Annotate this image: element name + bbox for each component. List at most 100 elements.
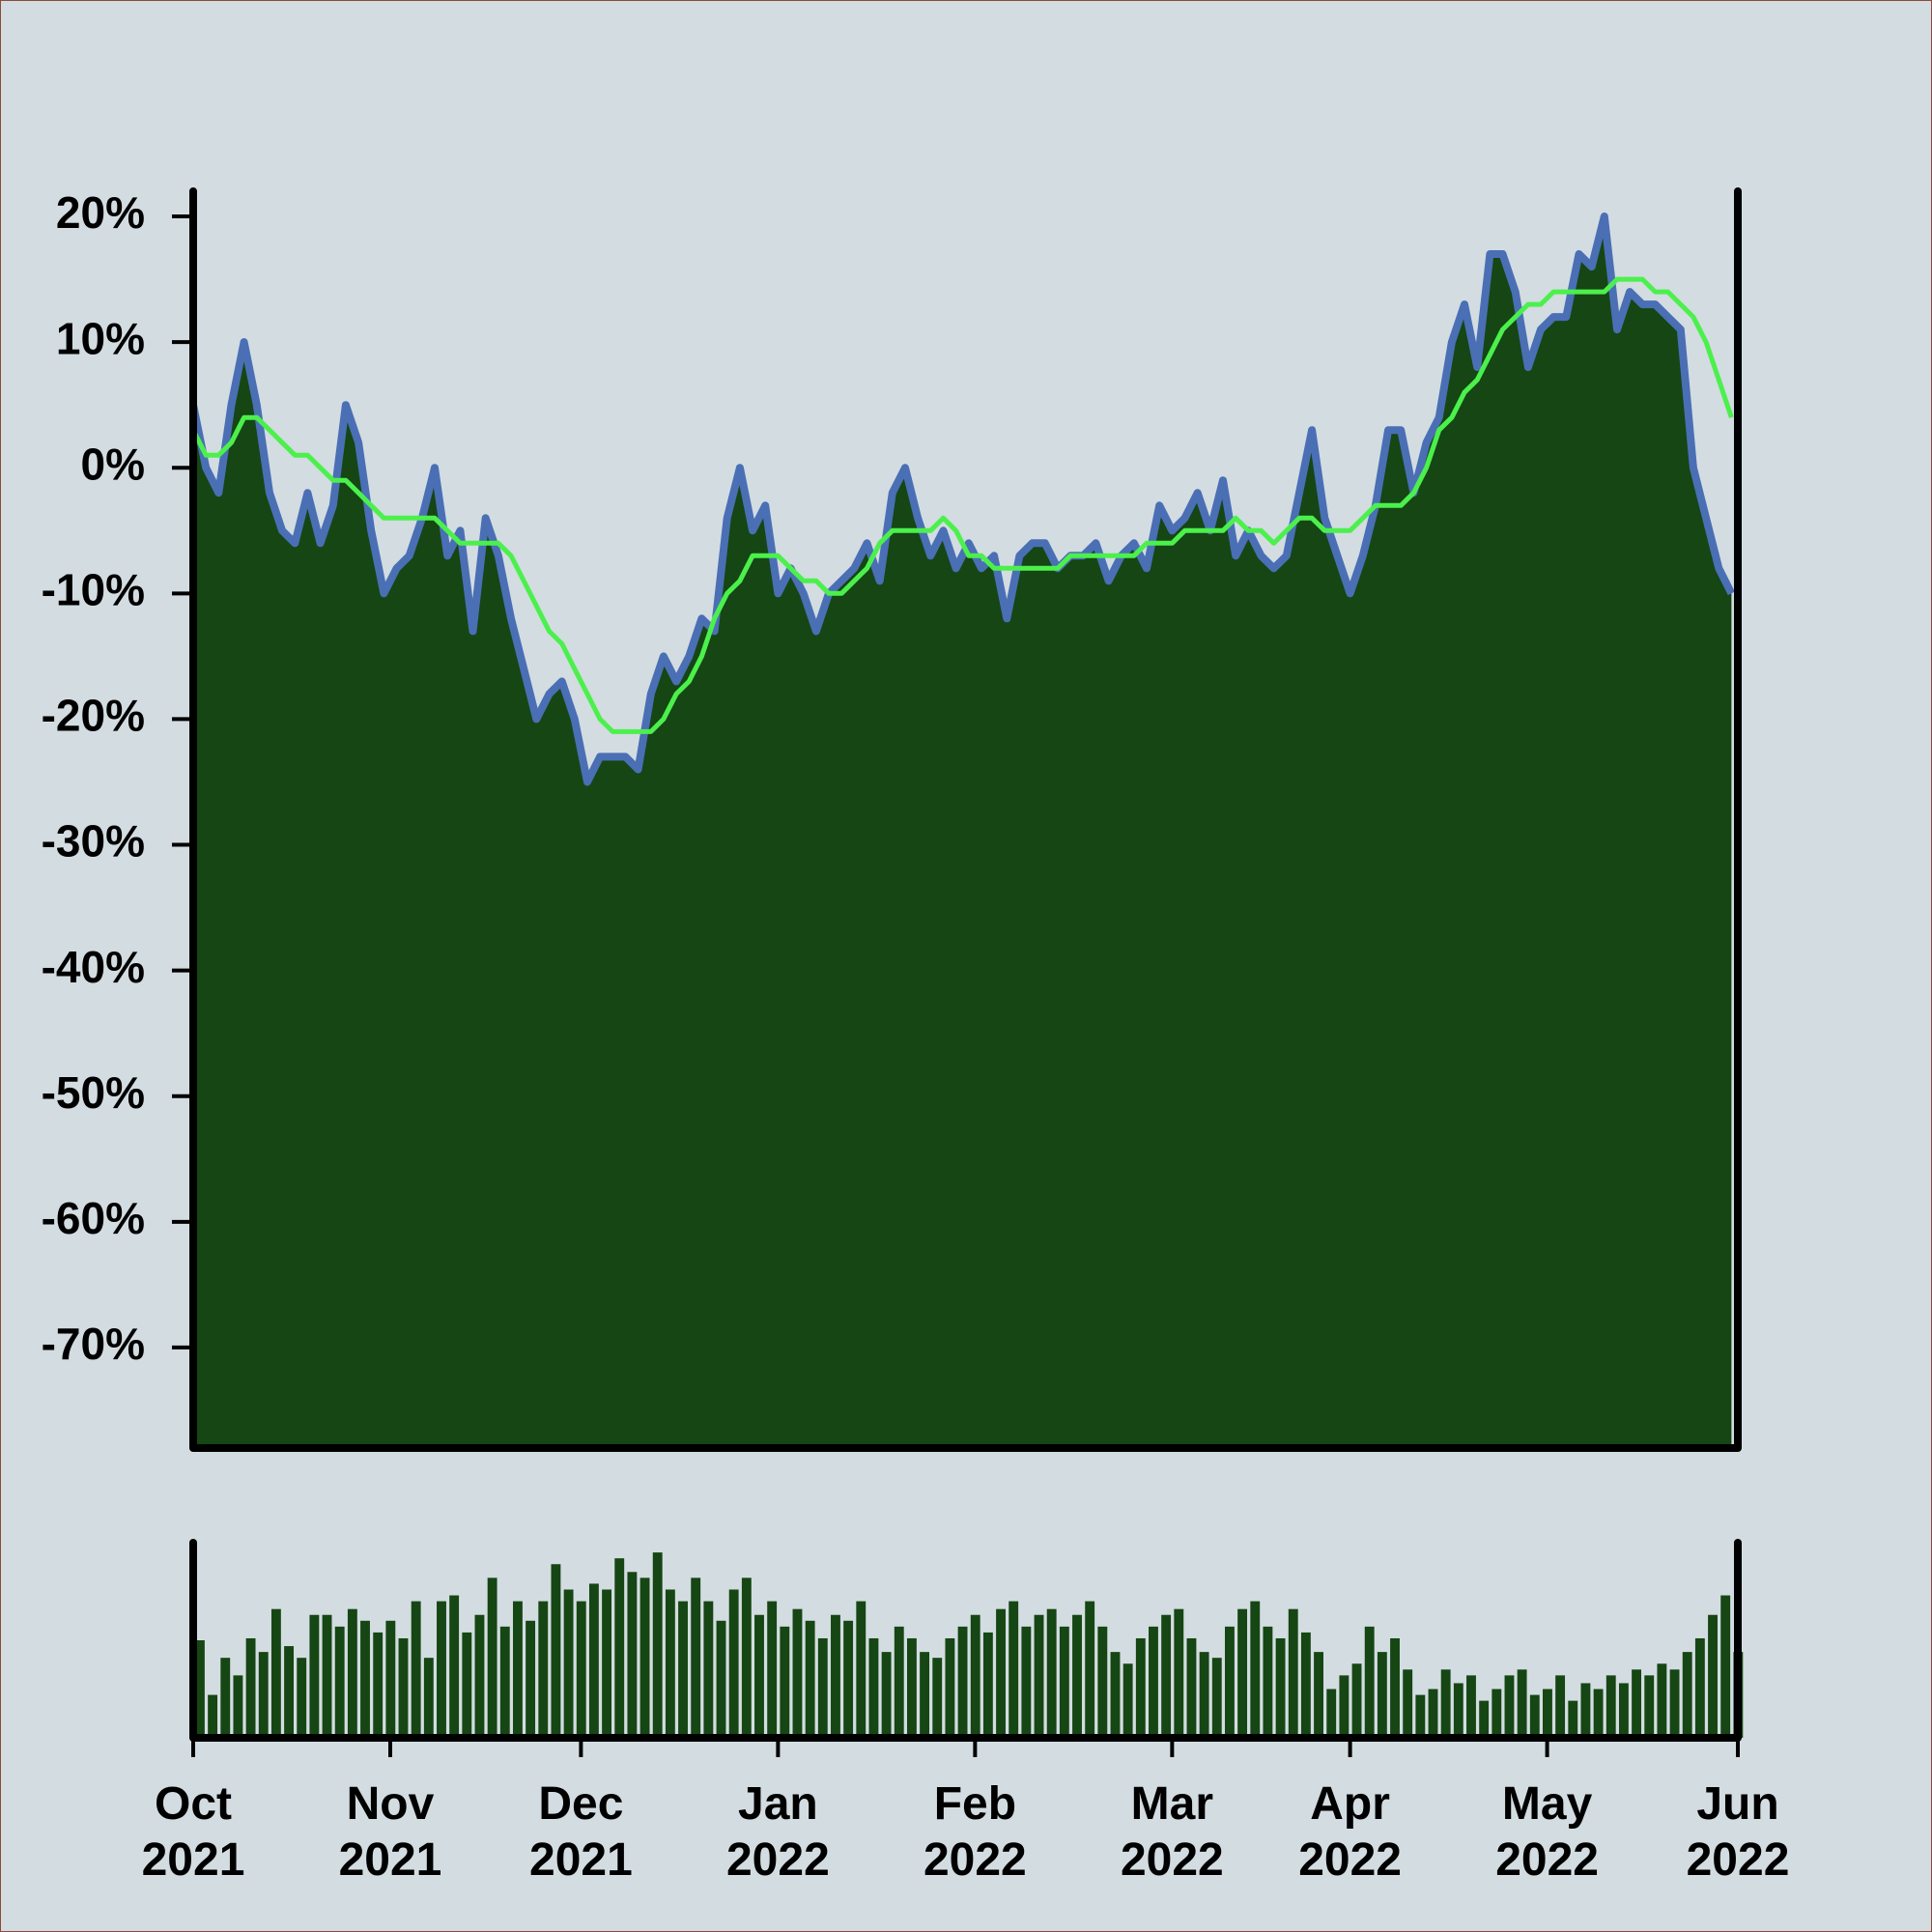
volume-bar [602,1589,612,1738]
volume-bar [1326,1689,1337,1738]
y-tick-label: -50% [42,1067,145,1118]
volume-bar [716,1620,726,1738]
volume-bar [373,1632,384,1738]
volume-bar [868,1637,879,1738]
y-tick-label: 20% [56,187,145,238]
y-tick-label: -70% [42,1319,145,1369]
volume-bar [385,1620,396,1738]
volume-bar [398,1637,409,1738]
volume-bar [1288,1608,1298,1738]
volume-bar [1237,1608,1248,1738]
volume-bar [1085,1601,1095,1738]
average-line [190,276,1734,734]
volume-bar [1466,1675,1476,1738]
volume-bar [1059,1626,1069,1738]
volume-bar [1529,1694,1540,1738]
volume-bar [1250,1601,1261,1738]
volume-bar [1644,1675,1655,1738]
volume-bar [551,1564,561,1738]
volume-bar [614,1558,625,1738]
volume-bar [1682,1652,1692,1738]
volume-bar [1618,1683,1629,1738]
volume-bar [1543,1689,1552,1738]
volume-bar [639,1577,650,1738]
y-tick-label: -10% [42,564,145,614]
volume-bar [270,1608,281,1738]
volume-bar [805,1620,815,1738]
x-tick-label: Nov 2021 [338,1778,442,1886]
y-tick-label: 0% [81,439,145,489]
y-tick-label: -60% [42,1193,145,1243]
volume-bar [474,1614,485,1738]
volume-bar [1632,1669,1642,1738]
volume-bar [233,1675,243,1738]
volume-bar [1072,1614,1082,1738]
y-tick-label: 10% [56,313,145,363]
volume-bar [1110,1652,1121,1738]
volume-bar [411,1601,421,1738]
volume-bar [691,1577,701,1738]
area [193,216,1732,1448]
volume-bar [894,1626,904,1738]
volume-bar [309,1614,320,1738]
volume-bar [1580,1683,1591,1738]
volume-bar [1593,1689,1604,1738]
volume-bar [1225,1626,1235,1738]
volume-bar [1568,1700,1578,1738]
x-tick-label: Oct 2021 [141,1778,245,1886]
volume-bar [1275,1637,1286,1738]
volume-bar [423,1658,434,1738]
volume-bar [1161,1614,1172,1738]
volume-bar [767,1601,778,1738]
volume-bar [665,1589,675,1738]
volume-bar [513,1601,523,1738]
volume-bar [1009,1601,1019,1738]
volume-bar [245,1637,256,1738]
volume-bar [1694,1637,1705,1738]
volume-bar [1453,1683,1463,1738]
volume-bar [297,1658,307,1738]
volume-bar [588,1583,599,1738]
x-tick-label: Apr 2022 [1298,1778,1402,1886]
price-line [189,213,1735,786]
volume-bar [1122,1663,1133,1738]
volume-bar [499,1626,510,1738]
volume-bar [932,1658,943,1738]
volume-bar [1415,1694,1426,1738]
volume-bar [945,1637,955,1738]
volume-bar [1300,1632,1311,1738]
volume-bar [856,1601,867,1738]
volume-bar [462,1632,472,1738]
x-tick-label: May 2022 [1495,1778,1599,1886]
volume-bar [258,1652,269,1738]
volume-bar [1605,1675,1616,1738]
volume-bar [1046,1608,1057,1738]
volume-bar [1479,1700,1490,1738]
volume-bar [881,1652,892,1738]
volume-bar [996,1608,1006,1738]
volume-bar [1390,1637,1400,1738]
volume-bar [1403,1669,1413,1738]
volume-bar [1377,1652,1387,1738]
x-tick-label: Jan 2022 [725,1778,830,1886]
volume-bar [1492,1689,1502,1738]
volume-bar [652,1552,663,1738]
volume-bar [1135,1637,1146,1738]
y-tick-label: -40% [42,942,145,992]
volume-bar [1504,1675,1515,1738]
volume-bar [728,1589,739,1738]
axis-frame [189,187,1742,1452]
volume-bar [1211,1658,1222,1738]
volume-bar [526,1620,536,1738]
volume-bar [1428,1689,1438,1738]
volume-bar [678,1601,688,1738]
volume-bar [1708,1614,1718,1738]
volume-bar [487,1577,497,1738]
y-tick-label: -20% [42,691,145,741]
volume-bar [1669,1669,1680,1738]
volume-bar [982,1632,993,1738]
volume-bar [754,1614,764,1738]
axis-frame [189,1539,1742,1742]
